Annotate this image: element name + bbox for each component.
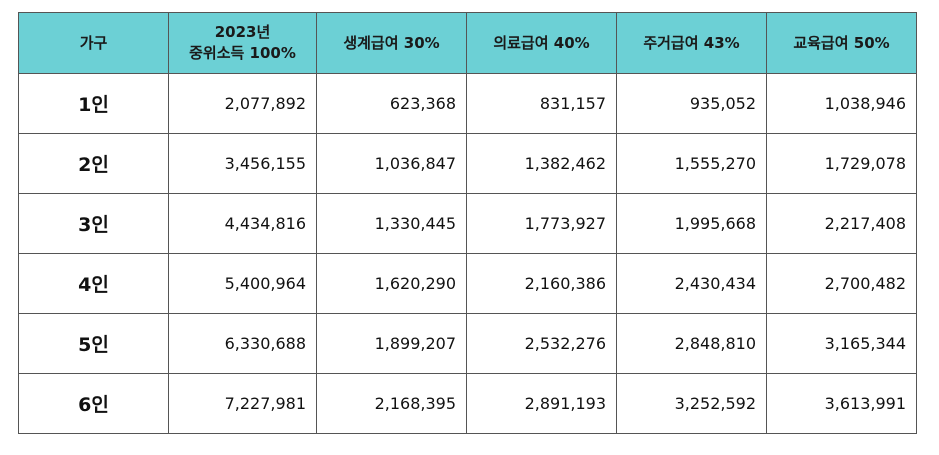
- household-size-cell: 5인: [18, 313, 169, 374]
- household-size-cell: 4인: [18, 253, 169, 314]
- table-row: 5인 6,330,688 1,899,207 2,532,276 2,848,8…: [18, 313, 917, 374]
- header-median-income-year: 2023년: [214, 23, 271, 41]
- median-income-cell: 4,434,816: [168, 193, 317, 254]
- household-size-cell: 3인: [18, 193, 169, 254]
- table-row: 2인 3,456,155 1,036,847 1,382,462 1,555,2…: [18, 133, 917, 194]
- header-medical-label: 의료급여 40%: [493, 33, 590, 52]
- education-cell: 3,165,344: [766, 313, 917, 374]
- header-livelihood-benefit: 생계급여 30%: [316, 12, 467, 74]
- household-size-cell: 6인: [18, 373, 169, 434]
- housing-cell: 1,995,668: [616, 193, 767, 254]
- median-income-cell: 7,227,981: [168, 373, 317, 434]
- header-median-income: 2023년 중위소득 100%: [168, 12, 317, 74]
- livelihood-cell: 2,168,395: [316, 373, 467, 434]
- livelihood-cell: 1,620,290: [316, 253, 467, 314]
- header-livelihood-label: 생계급여 30%: [343, 33, 440, 52]
- header-median-income-label: 중위소득 100%: [189, 44, 296, 62]
- table-row: 6인 7,227,981 2,168,395 2,891,193 3,252,5…: [18, 373, 917, 434]
- medical-cell: 2,891,193: [466, 373, 617, 434]
- header-housing-label: 주거급여 43%: [643, 33, 740, 52]
- table-body: 1인 2,077,892 623,368 831,157 935,052 1,0…: [18, 73, 917, 434]
- education-cell: 1,038,946: [766, 73, 917, 134]
- table-header: 가구 2023년 중위소득 100% 생계급여 30% 의료급여 40% 주거급…: [18, 12, 917, 74]
- housing-cell: 935,052: [616, 73, 767, 134]
- header-education-label: 교육급여 50%: [793, 33, 890, 52]
- education-cell: 2,217,408: [766, 193, 917, 254]
- medical-cell: 2,532,276: [466, 313, 617, 374]
- header-household: 가구: [18, 12, 169, 74]
- medical-cell: 1,382,462: [466, 133, 617, 194]
- housing-cell: 2,848,810: [616, 313, 767, 374]
- livelihood-cell: 1,899,207: [316, 313, 467, 374]
- housing-cell: 1,555,270: [616, 133, 767, 194]
- header-household-label: 가구: [79, 33, 108, 52]
- table-row: 4인 5,400,964 1,620,290 2,160,386 2,430,4…: [18, 253, 917, 314]
- livelihood-cell: 1,036,847: [316, 133, 467, 194]
- median-income-cell: 6,330,688: [168, 313, 317, 374]
- household-size-cell: 1인: [18, 73, 169, 134]
- housing-cell: 2,430,434: [616, 253, 767, 314]
- household-size-cell: 2인: [18, 133, 169, 194]
- medical-cell: 2,160,386: [466, 253, 617, 314]
- median-income-cell: 3,456,155: [168, 133, 317, 194]
- livelihood-cell: 1,330,445: [316, 193, 467, 254]
- header-education-benefit: 교육급여 50%: [766, 12, 917, 74]
- table-row: 1인 2,077,892 623,368 831,157 935,052 1,0…: [18, 73, 917, 134]
- housing-cell: 3,252,592: [616, 373, 767, 434]
- medical-cell: 831,157: [466, 73, 617, 134]
- medical-cell: 1,773,927: [466, 193, 617, 254]
- education-cell: 3,613,991: [766, 373, 917, 434]
- header-row: 가구 2023년 중위소득 100% 생계급여 30% 의료급여 40% 주거급…: [18, 12, 917, 74]
- livelihood-cell: 623,368: [316, 73, 467, 134]
- education-cell: 2,700,482: [766, 253, 917, 314]
- table-row: 3인 4,434,816 1,330,445 1,773,927 1,995,6…: [18, 193, 917, 254]
- benefit-table: 가구 2023년 중위소득 100% 생계급여 30% 의료급여 40% 주거급…: [18, 12, 917, 434]
- header-medical-benefit: 의료급여 40%: [466, 12, 617, 74]
- median-income-cell: 5,400,964: [168, 253, 317, 314]
- median-income-cell: 2,077,892: [168, 73, 317, 134]
- education-cell: 1,729,078: [766, 133, 917, 194]
- header-housing-benefit: 주거급여 43%: [616, 12, 767, 74]
